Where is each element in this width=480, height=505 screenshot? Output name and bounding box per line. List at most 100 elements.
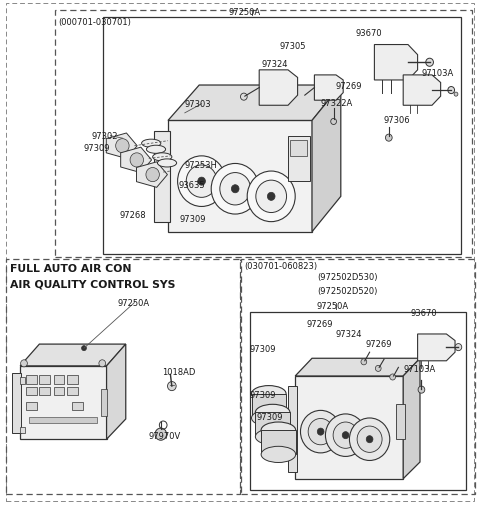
Text: 97305: 97305 [279, 41, 306, 51]
Circle shape [130, 154, 144, 168]
Circle shape [267, 193, 275, 201]
Circle shape [168, 382, 176, 391]
Ellipse shape [142, 140, 161, 148]
Circle shape [198, 178, 205, 186]
Ellipse shape [255, 405, 290, 421]
Bar [29, 417, 97, 423]
Bar [67, 376, 78, 384]
Circle shape [317, 428, 324, 435]
Bar [101, 389, 107, 417]
Circle shape [361, 359, 367, 365]
Circle shape [454, 93, 458, 97]
Text: 97309: 97309 [250, 390, 276, 399]
Bar [20, 378, 25, 384]
Polygon shape [314, 76, 343, 101]
Ellipse shape [157, 160, 177, 168]
Text: (000701-030701): (000701-030701) [59, 18, 132, 27]
Polygon shape [120, 148, 152, 173]
Bar [20, 366, 107, 439]
Ellipse shape [252, 410, 286, 426]
Polygon shape [168, 86, 341, 121]
Polygon shape [312, 86, 341, 232]
Text: 97269: 97269 [366, 339, 392, 348]
Circle shape [455, 344, 462, 351]
Text: FULL AUTO AIR CON: FULL AUTO AIR CON [10, 264, 131, 274]
Text: 97253H: 97253H [185, 161, 217, 170]
Polygon shape [403, 76, 441, 106]
Text: 97970V: 97970V [149, 431, 181, 440]
Bar [26, 376, 37, 384]
Polygon shape [295, 376, 403, 479]
Polygon shape [374, 45, 418, 81]
Bar [250, 312, 466, 490]
Text: 93670: 93670 [411, 309, 437, 318]
Circle shape [211, 164, 259, 215]
Bar [39, 376, 50, 384]
Bar [67, 387, 78, 395]
Circle shape [349, 418, 390, 461]
Circle shape [247, 172, 295, 222]
Bar [241, 260, 475, 494]
Polygon shape [418, 334, 455, 361]
Polygon shape [295, 359, 420, 376]
Text: 93670: 93670 [355, 29, 382, 38]
Bar [54, 387, 64, 395]
Circle shape [99, 360, 106, 367]
Bar [72, 402, 83, 411]
Text: 97250A: 97250A [229, 8, 261, 17]
Text: 97250A: 97250A [317, 301, 349, 310]
Circle shape [342, 432, 349, 439]
Circle shape [21, 360, 27, 367]
Text: 97309: 97309 [84, 144, 110, 153]
Circle shape [333, 422, 358, 448]
Bar [12, 374, 21, 433]
Bar [54, 376, 64, 384]
Circle shape [390, 374, 396, 380]
Circle shape [426, 59, 433, 67]
Circle shape [375, 366, 381, 372]
Polygon shape [252, 394, 286, 418]
Text: (030701-060823): (030701-060823) [244, 262, 317, 271]
Polygon shape [255, 413, 290, 437]
Circle shape [178, 157, 226, 207]
Polygon shape [106, 134, 137, 159]
Text: 97309: 97309 [250, 344, 276, 353]
Ellipse shape [261, 446, 296, 463]
Circle shape [82, 346, 86, 351]
Circle shape [240, 94, 247, 101]
Polygon shape [154, 131, 170, 222]
Polygon shape [107, 344, 126, 439]
Circle shape [300, 411, 341, 453]
Bar [288, 136, 310, 182]
Circle shape [325, 414, 366, 457]
Text: 97250A: 97250A [118, 298, 150, 308]
Circle shape [308, 419, 333, 445]
Circle shape [385, 135, 392, 142]
Ellipse shape [261, 422, 296, 438]
Text: 97303: 97303 [185, 100, 211, 109]
Bar [6, 260, 240, 494]
Text: 97324: 97324 [262, 60, 288, 69]
Bar [39, 387, 50, 395]
Bar [288, 386, 297, 472]
Bar [26, 402, 37, 411]
Bar [26, 387, 37, 395]
Text: 97309: 97309 [180, 214, 206, 223]
Circle shape [231, 185, 239, 193]
Text: 1018AD: 1018AD [162, 368, 196, 377]
Text: 97103A: 97103A [421, 69, 454, 78]
Text: 97103A: 97103A [403, 364, 435, 373]
Text: 97302: 97302 [91, 132, 118, 141]
Text: 97269: 97269 [336, 81, 362, 90]
Text: (972502D520): (972502D520) [317, 287, 377, 296]
Text: 97268: 97268 [119, 211, 145, 220]
Text: 97324: 97324 [336, 330, 362, 339]
Bar [55, 11, 472, 258]
Polygon shape [259, 71, 298, 106]
Circle shape [357, 426, 382, 452]
Circle shape [220, 173, 251, 206]
Text: AIR QUALITY CONTROL SYS: AIR QUALITY CONTROL SYS [10, 279, 175, 289]
Polygon shape [168, 121, 312, 232]
Polygon shape [136, 163, 168, 188]
Polygon shape [403, 359, 420, 479]
